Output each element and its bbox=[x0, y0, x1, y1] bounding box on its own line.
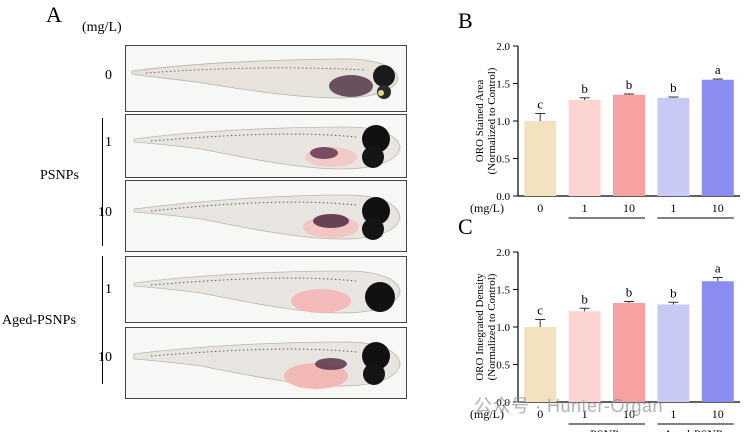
significance-letter: b bbox=[626, 77, 633, 92]
significance-letter: b bbox=[626, 285, 633, 300]
y-tick-label: 0.5 bbox=[496, 154, 510, 166]
larva-image-psnps-10 bbox=[125, 180, 407, 252]
x-unit-label: (mg/L) bbox=[470, 407, 504, 421]
y-tick-label: 0.5 bbox=[496, 360, 510, 372]
panel-a-letter: A bbox=[46, 2, 62, 27]
group-label-aged-psnps: Aged-PSNPs bbox=[2, 313, 76, 328]
significance-letter: a bbox=[715, 261, 721, 276]
significance-letter: c bbox=[537, 97, 543, 112]
group-label: PSNPs bbox=[590, 427, 624, 432]
significance-letter: b bbox=[581, 81, 588, 96]
x-tick-label: 1 bbox=[670, 407, 676, 421]
bar bbox=[701, 79, 734, 196]
bracket-aged-psnps bbox=[102, 256, 103, 384]
y-tick-label: 1.5 bbox=[496, 285, 510, 297]
significance-letter: b bbox=[581, 291, 588, 306]
panel-letter-c: C bbox=[458, 214, 473, 239]
dose-label-control: 0 bbox=[105, 68, 112, 83]
y-tick-label: 1.0 bbox=[496, 116, 510, 128]
x-tick-label: 10 bbox=[712, 201, 724, 215]
bar bbox=[568, 311, 601, 402]
y-tick-label: 1.0 bbox=[496, 322, 510, 334]
y-axis-title-line1: ORO Integrated Density bbox=[474, 273, 486, 381]
bar bbox=[524, 121, 557, 196]
panel-letter-b: B bbox=[458, 8, 473, 33]
y-axis-title-line2: (Normalized to Control) bbox=[486, 273, 498, 380]
panel-a-unit: (mg/L) bbox=[82, 20, 122, 35]
watermark-text: 公众号 · Hunter-Organ bbox=[474, 396, 664, 416]
x-unit-label: (mg/L) bbox=[470, 201, 504, 215]
y-tick-label: 0.0 bbox=[496, 397, 510, 409]
y-axis-title: ORO Integrated Density (Normalized to Con… bbox=[474, 273, 498, 381]
bar bbox=[701, 281, 734, 402]
x-tick-label: 10 bbox=[623, 407, 635, 421]
significance-letter: c bbox=[537, 303, 543, 318]
dose-label-aged-10: 10 bbox=[98, 350, 112, 365]
x-tick-label: 10 bbox=[712, 407, 724, 421]
significance-letter: a bbox=[715, 62, 721, 77]
dose-label-aged-1: 1 bbox=[105, 282, 112, 297]
y-axis-title-line2: (Normalized to Control) bbox=[486, 67, 498, 174]
larva-image-aged-1 bbox=[125, 256, 407, 323]
significance-letter: b bbox=[670, 80, 677, 95]
x-tick-label: 1 bbox=[582, 407, 588, 421]
larva-image-psnps-1 bbox=[125, 114, 407, 178]
group-label: Aged-PSNPs bbox=[664, 427, 728, 432]
bar bbox=[568, 100, 601, 196]
y-tick-label: 2.0 bbox=[496, 41, 510, 53]
x-tick-label: 10 bbox=[623, 201, 635, 215]
bar bbox=[613, 303, 645, 402]
bar bbox=[657, 97, 690, 196]
y-axis-title: ORO Stained Area (Normalized to Control) bbox=[474, 67, 498, 174]
bracket-psnps bbox=[102, 118, 103, 246]
y-tick-label: 1.5 bbox=[496, 79, 510, 91]
bar bbox=[613, 94, 645, 196]
dose-label-psnps-10: 10 bbox=[98, 205, 112, 220]
y-tick-label: 0.0 bbox=[496, 191, 510, 203]
x-tick-label: 0 bbox=[537, 201, 543, 215]
larva-image-control bbox=[125, 45, 407, 112]
group-label-psnps: PSNPs bbox=[40, 168, 79, 183]
significance-letter: b bbox=[670, 285, 677, 300]
y-tick-label: 2.0 bbox=[496, 247, 510, 259]
bar bbox=[657, 304, 690, 402]
larva-image-aged-10 bbox=[125, 327, 407, 399]
x-tick-label: 1 bbox=[670, 201, 676, 215]
x-tick-label: 1 bbox=[582, 201, 588, 215]
chart-b: B ORO Stained Area (Normalized to Control)… bbox=[410, 0, 750, 235]
x-tick-label: 0 bbox=[537, 407, 543, 421]
bar bbox=[524, 327, 557, 402]
dose-label-psnps-1: 1 bbox=[105, 135, 112, 150]
y-axis-title-line1: ORO Stained Area bbox=[474, 80, 486, 163]
